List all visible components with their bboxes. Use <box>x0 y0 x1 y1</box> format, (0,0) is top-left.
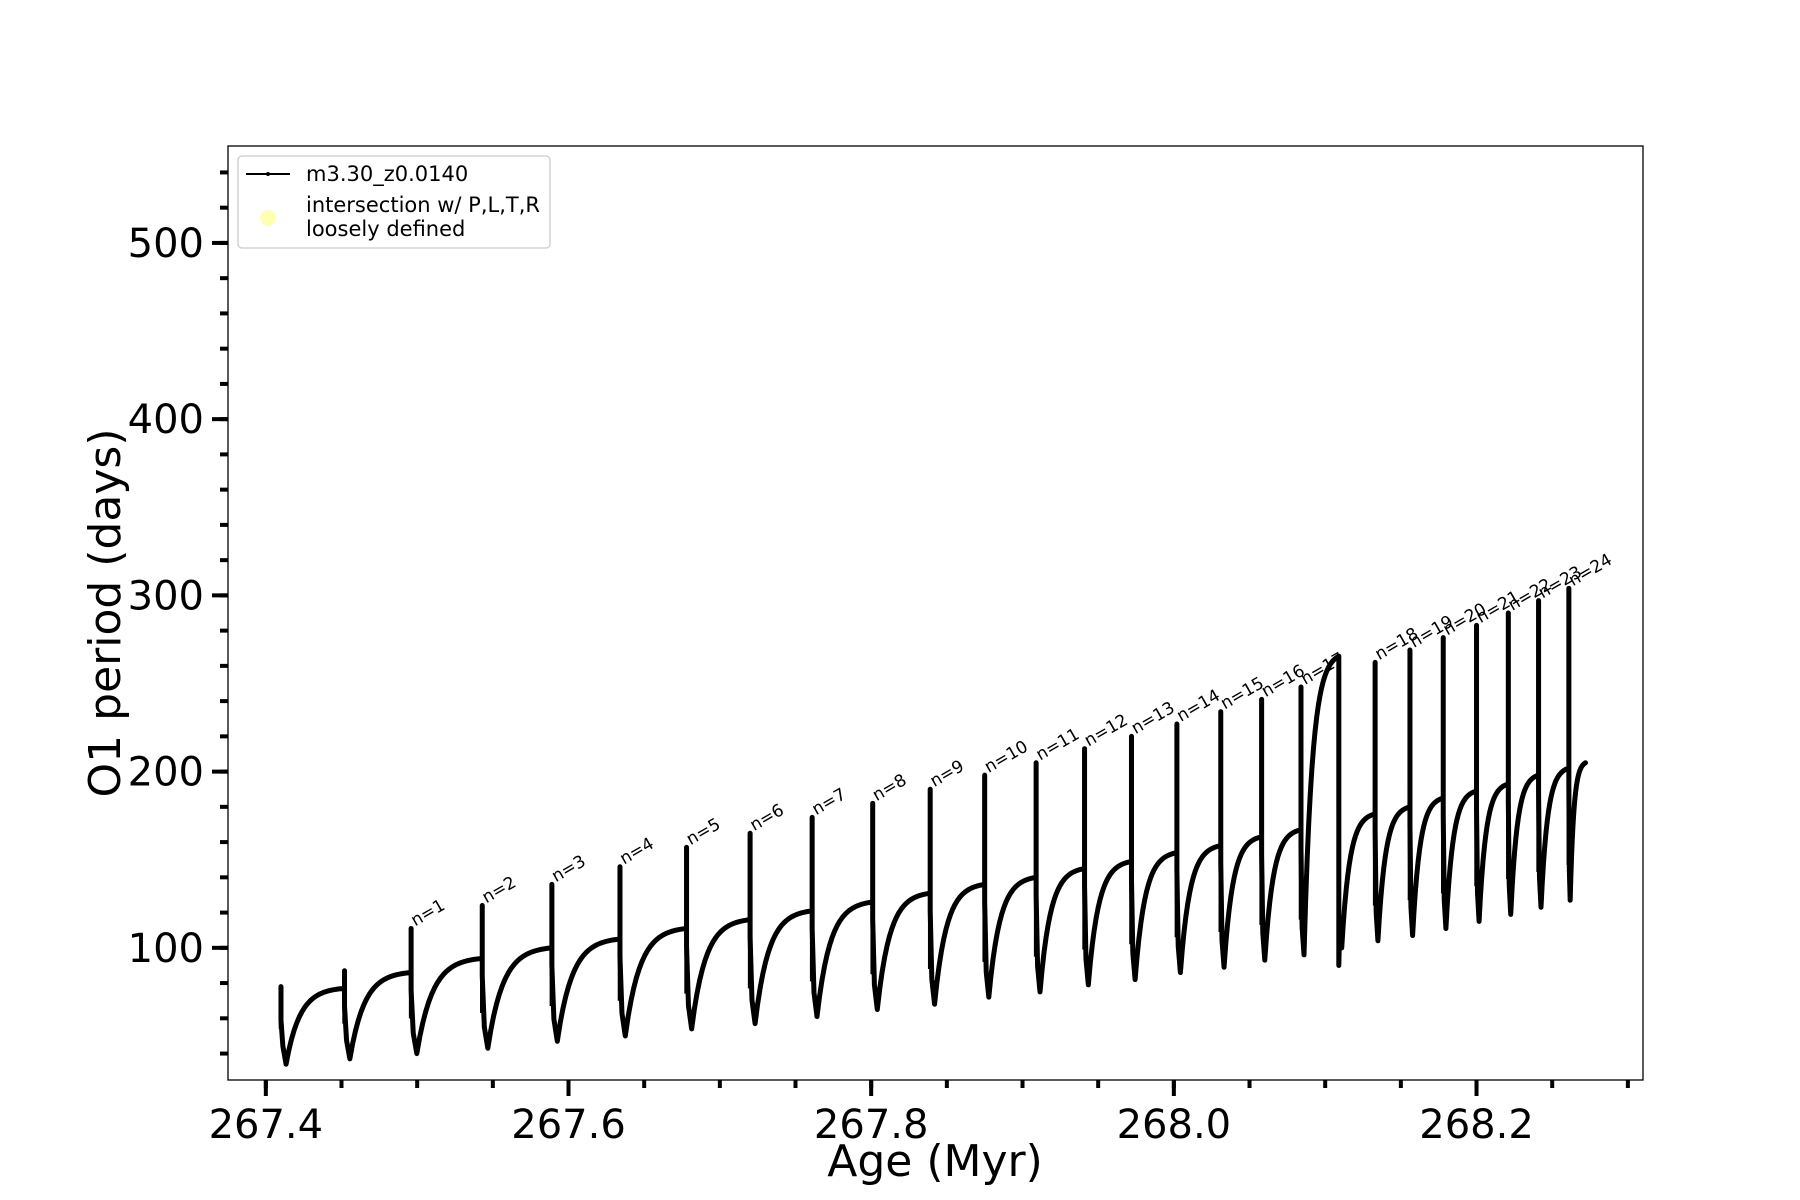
plot-frame <box>227 145 1644 1081</box>
series-layer <box>278 585 1588 1067</box>
pulse-label: n=2 <box>479 873 520 908</box>
pulse-label: n=5 <box>683 814 724 849</box>
y-tick-label: 500 <box>128 221 204 267</box>
pulse-label: n=11 <box>1033 724 1083 765</box>
y-axis-ticks: 100 200 300 400 500 <box>128 170 228 1056</box>
pulse-label: n=3 <box>548 851 589 886</box>
legend: m3.30_z0.0140 intersection w/ P,L,T,R loo… <box>237 155 551 249</box>
x-tick-label: 268.0 <box>1117 1102 1232 1148</box>
legend-label-line: loosely defined <box>306 217 465 241</box>
x-tick-label: 268.2 <box>1419 1102 1534 1148</box>
legend-label-line: intersection w/ P,L,T,R <box>306 193 540 217</box>
pulse-label: n=4 <box>616 834 657 869</box>
legend-series-label: m3.30_z0.0140 <box>306 162 468 187</box>
legend-box <box>237 155 551 249</box>
pulse-label: n=9 <box>927 756 968 791</box>
x-axis-ticks: 267.4 267.6 267.8 268.0 268.2 <box>209 1080 1630 1148</box>
legend-dot-marker <box>266 172 270 176</box>
y-tick-label: 300 <box>128 573 204 619</box>
y-tick-label: 100 <box>128 926 204 972</box>
pulse-label: n=14 <box>1173 686 1223 727</box>
pulse-label: n=24 <box>1565 550 1615 591</box>
x-tick-label: 267.8 <box>814 1102 929 1148</box>
pulse-labels: n=1n=2n=3n=4n=5 n=6 n=7 n=8 n=9 n=10 n=11n=12n… <box>408 550 1616 931</box>
pulse-label: n=1 <box>408 896 449 931</box>
x-tick-label: 267.4 <box>209 1102 324 1148</box>
pulse-label: n=6 <box>747 800 788 835</box>
legend-intersection-marker <box>260 210 276 226</box>
y-tick-label: 200 <box>128 750 204 796</box>
y-axis-label: O1 period (days) <box>80 429 131 798</box>
legend-intersection-label: intersection w/ P,L,T,R loosely defined <box>306 193 540 241</box>
pulse-label: n=13 <box>1128 698 1178 739</box>
pulse-label: n=8 <box>869 770 910 805</box>
pulse-label: n=12 <box>1081 710 1131 751</box>
y-tick-label: 400 <box>128 397 204 443</box>
x-axis-label: Age (Myr) <box>827 1136 1043 1187</box>
series-line <box>278 585 1588 1067</box>
x-tick-label: 267.6 <box>511 1102 626 1148</box>
pulse-label: n=10 <box>981 737 1031 778</box>
pulse-label: n=7 <box>809 785 850 820</box>
